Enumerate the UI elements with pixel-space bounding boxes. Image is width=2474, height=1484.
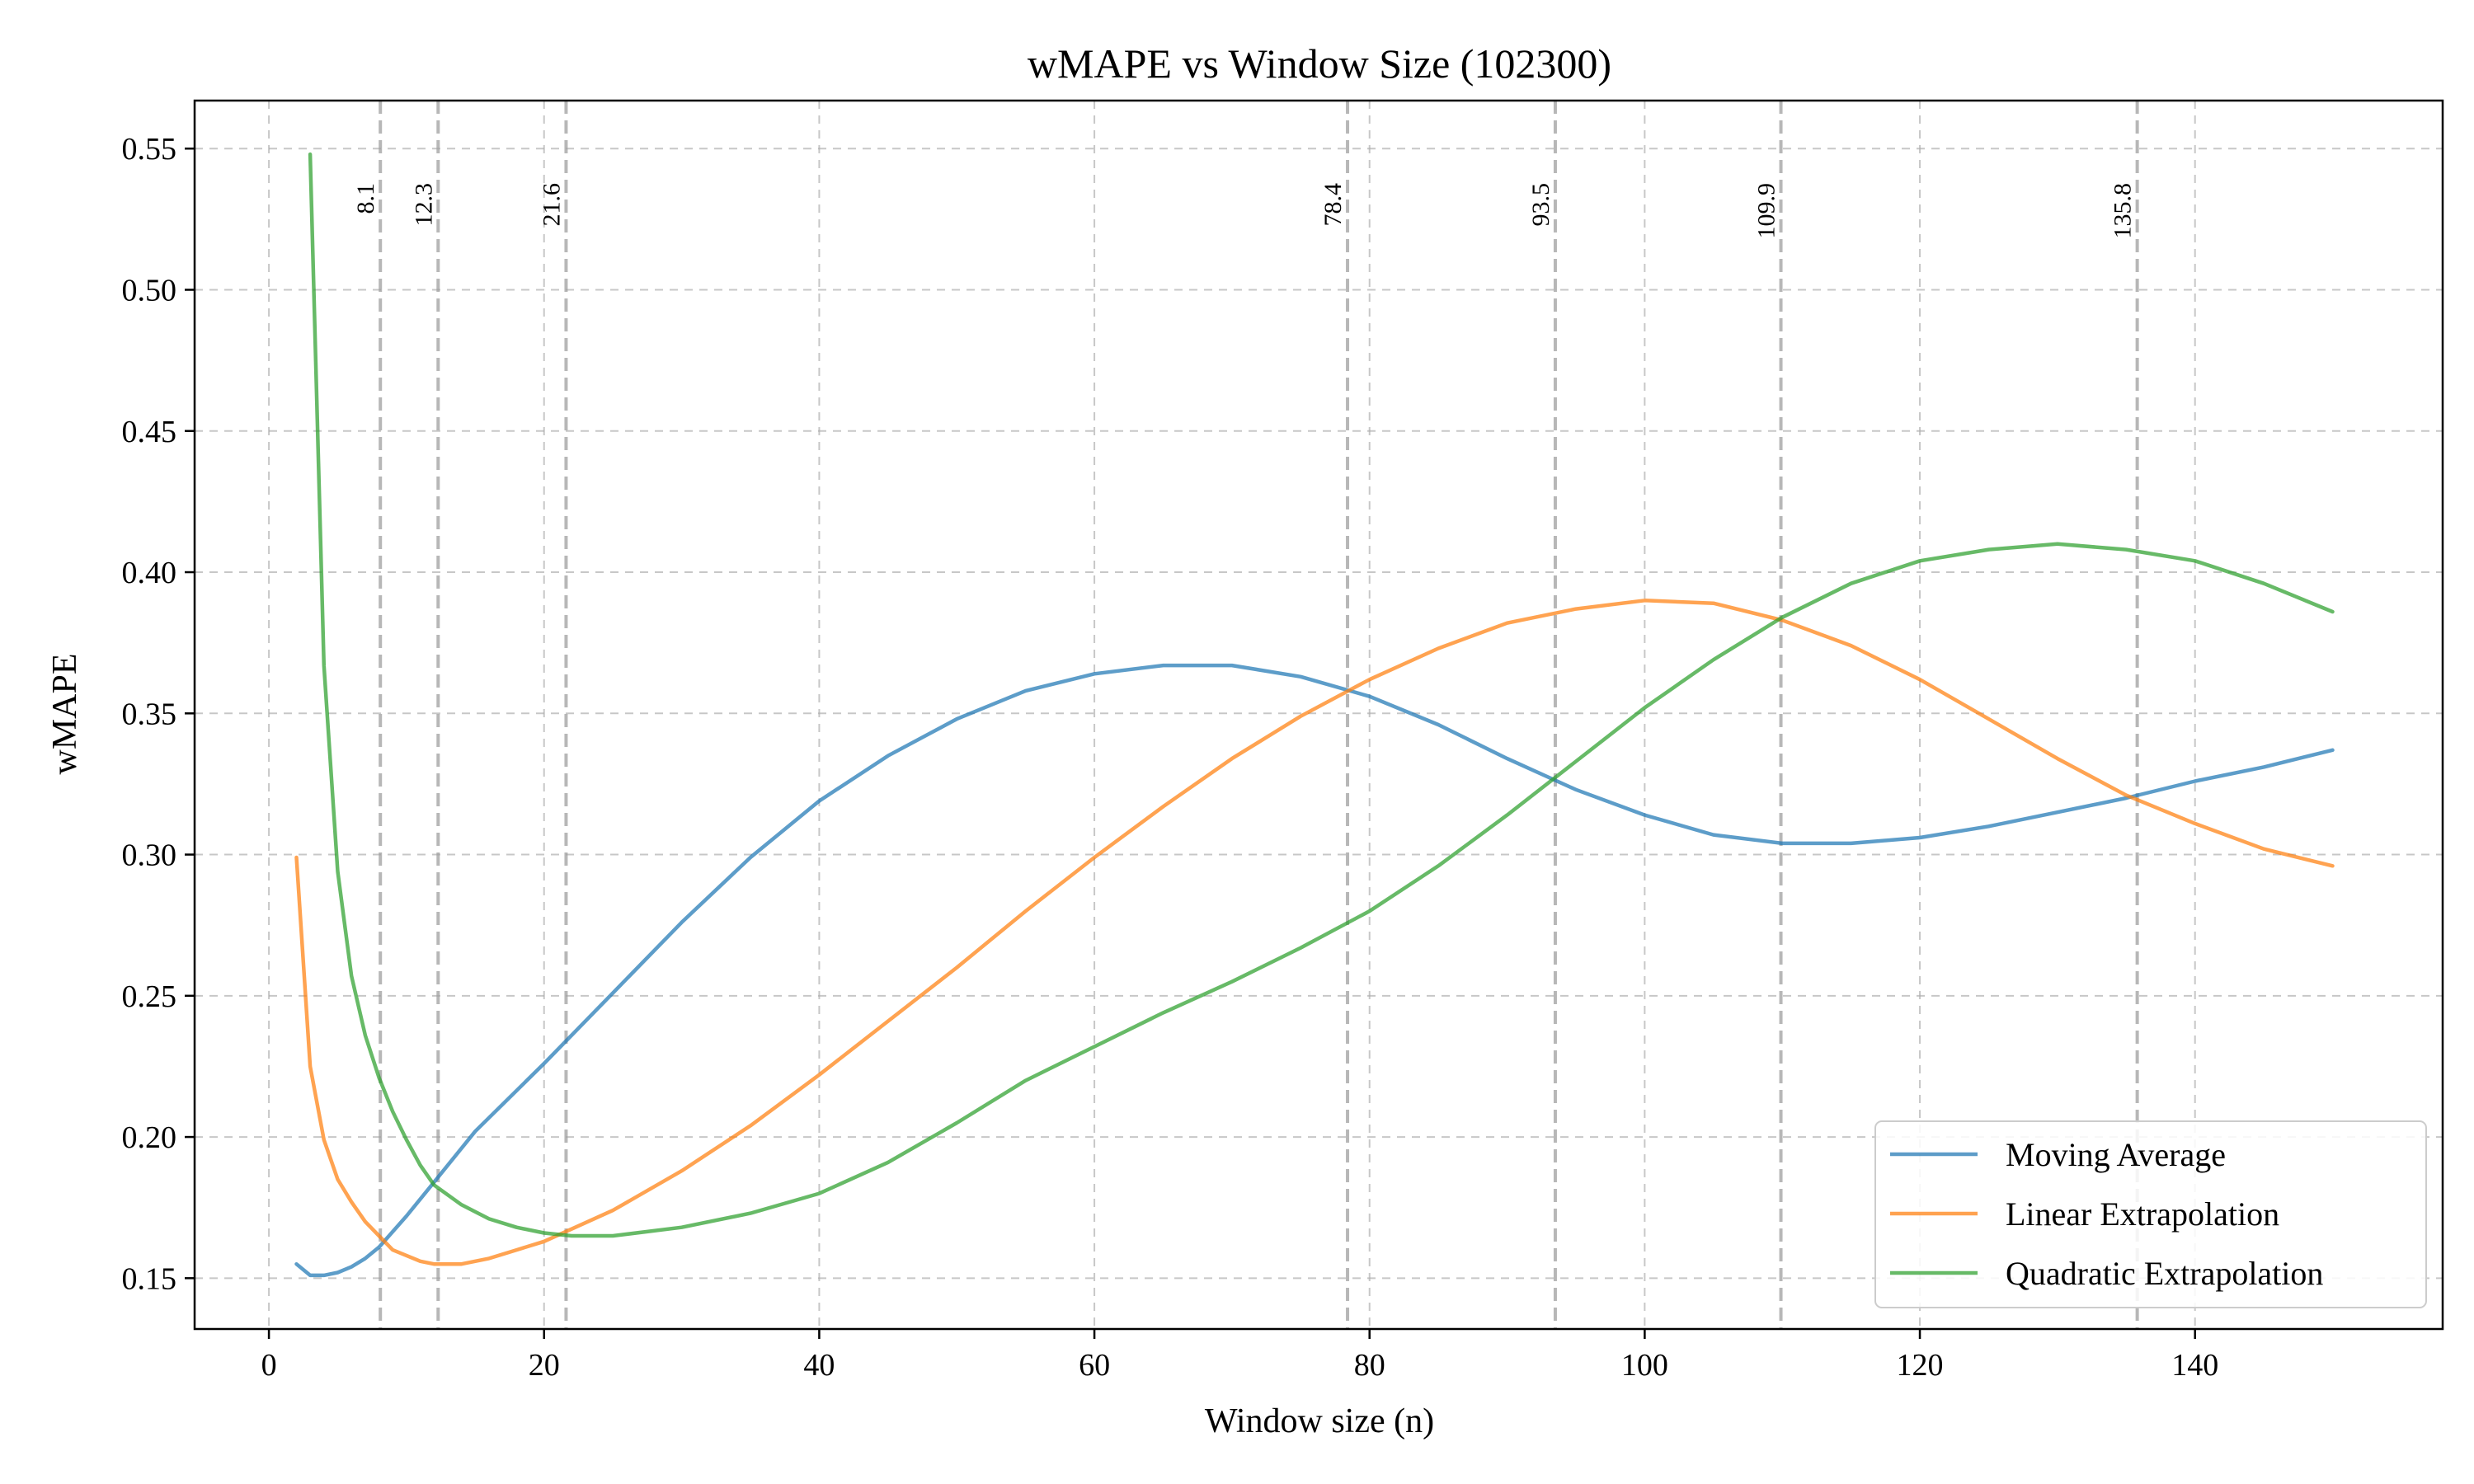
vertical-marker-label: 21.6: [538, 183, 565, 227]
y-tick-label: 0.55: [122, 132, 177, 167]
x-tick-label: 0: [261, 1348, 277, 1383]
series-line: [308, 152, 2335, 1238]
axis-ticks: 0 20 40 60 80 100 120 140 0.15 0.20 0.25 0.30 0.35 0.…: [122, 132, 2219, 1383]
y-tick-label: 0.25: [122, 979, 177, 1014]
legend-label: Linear Extrapolation: [2006, 1195, 2279, 1233]
vertical-marker-label: 109.9: [1753, 183, 1780, 239]
vertical-marker-label: 8.1: [352, 183, 379, 214]
plot-frame: [193, 99, 2444, 1331]
y-tick-label: 0.20: [122, 1120, 177, 1155]
y-tick-label: 0.30: [122, 838, 177, 873]
x-tick-label: 100: [1621, 1348, 1668, 1383]
x-tick-label: 120: [1897, 1348, 1944, 1383]
x-tick-label: 80: [1354, 1348, 1385, 1383]
vertical-marker-label: 135.8: [2109, 183, 2137, 239]
legend-label: Moving Average: [2006, 1136, 2226, 1173]
x-tick-label: 20: [529, 1348, 560, 1383]
y-tick-label: 0.45: [122, 415, 177, 449]
x-tick-label: 140: [2171, 1348, 2218, 1383]
vertical-marker-label: 78.4: [1319, 183, 1347, 227]
x-tick-label: 40: [803, 1348, 835, 1383]
series-line: [294, 663, 2335, 1278]
series-lines: [294, 152, 2335, 1278]
vertical-marker-lines: 8.1 12.3 21.6 78.4 93.5 109.9 135.8: [352, 101, 2139, 1329]
y-tick-label: 0.50: [122, 273, 177, 308]
y-tick-label: 0.35: [122, 697, 177, 731]
series-line: [294, 599, 2335, 1266]
y-tick-label: 0.15: [122, 1261, 177, 1296]
vertical-marker-label: 93.5: [1527, 183, 1554, 227]
legend: Moving Average Linear Extrapolation Quadra…: [1874, 1120, 2427, 1308]
legend-label: Quadratic Extrapolation: [2006, 1255, 2323, 1292]
chart-title: wMAPE vs Window Size (102300): [1028, 40, 1611, 87]
legend-box: [1874, 1120, 2427, 1308]
y-tick-label: 0.40: [122, 556, 177, 590]
vertical-marker-label: 12.3: [410, 183, 437, 227]
x-axis-label: Window size (n): [1205, 1402, 1434, 1440]
y-axis-label: wMAPE: [46, 653, 84, 774]
x-tick-label: 60: [1079, 1348, 1110, 1383]
